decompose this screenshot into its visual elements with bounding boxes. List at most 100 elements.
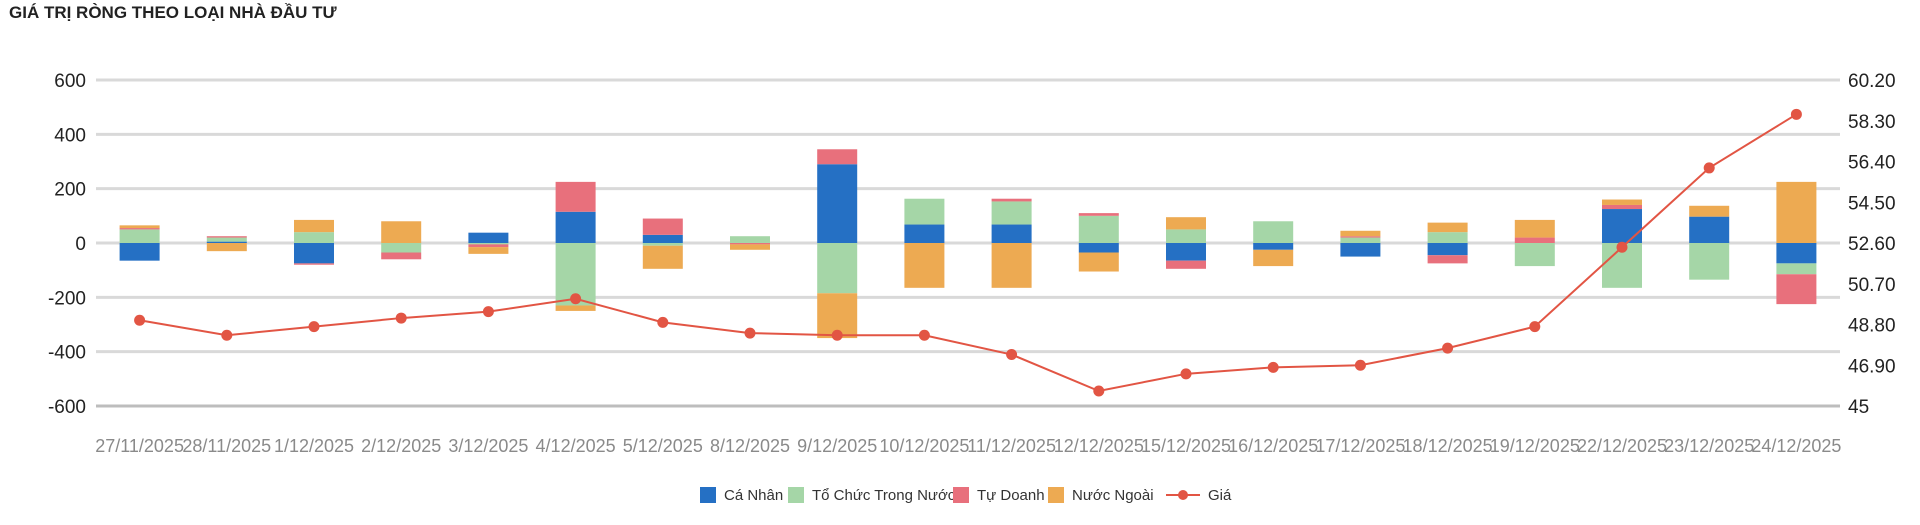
bar-segment [468, 232, 509, 243]
bar-segment [1166, 229, 1206, 243]
price-line [139, 113, 1797, 393]
bar-segment [294, 243, 334, 264]
y-tick-right: 48.80 [1848, 316, 1896, 337]
bar-segment [555, 181, 596, 212]
bar-segment [468, 244, 509, 248]
legend-label: Nước Ngoài [1072, 487, 1154, 504]
y-tick-left: -600 [48, 397, 86, 418]
x-tick: 9/12/2025 [797, 436, 877, 456]
bar-segment [1776, 263, 1817, 275]
bar-segment [1340, 243, 1381, 257]
bar-segment [1166, 260, 1206, 269]
bar-segment [555, 211, 596, 243]
legend-swatch [1048, 487, 1064, 503]
price-point [1267, 361, 1279, 373]
legend-swatch [953, 487, 969, 503]
bar-segment [1427, 232, 1468, 243]
bar-segment [1253, 243, 1294, 250]
price-point [1093, 385, 1105, 397]
price-point [1790, 108, 1802, 120]
bar-segment [991, 243, 1032, 288]
price-point [221, 329, 233, 341]
bar-segment [991, 201, 1032, 225]
bar-segment [1340, 236, 1381, 238]
bar-segment [1427, 255, 1468, 264]
price-point [482, 306, 494, 318]
bar-segment [642, 234, 683, 243]
y-tick-left: 600 [54, 71, 86, 92]
bar-segment [730, 236, 770, 243]
price-point [1703, 162, 1715, 174]
price-point [1180, 368, 1192, 380]
bar-segment [206, 241, 247, 243]
x-tick: 19/12/2025 [1490, 436, 1580, 456]
bar-segment [1166, 243, 1206, 261]
bar-segment [1514, 219, 1555, 238]
bar-segment [294, 232, 334, 243]
bar-segment [1602, 199, 1642, 205]
bar-segment [1078, 252, 1119, 272]
bar-segment [1078, 213, 1119, 216]
price-point [1529, 321, 1541, 333]
bar-segment [730, 244, 770, 250]
bar-segment [206, 236, 247, 238]
x-tick: 12/12/2025 [1054, 436, 1144, 456]
bar-segment [817, 164, 858, 243]
x-tick: 24/12/2025 [1751, 436, 1841, 456]
bar-segment [206, 237, 247, 242]
legend-label: Giá [1208, 487, 1232, 504]
y-tick-left: -400 [48, 343, 86, 364]
bar-segment [991, 224, 1032, 243]
x-tick: 10/12/2025 [879, 436, 969, 456]
price-point [1616, 241, 1628, 253]
legend-marker-dot [1178, 490, 1188, 500]
y-tick-right: 52.60 [1848, 234, 1896, 255]
x-tick: 28/11/2025 [182, 436, 271, 456]
bar-segment [1078, 215, 1119, 243]
bar-segment [1514, 243, 1555, 267]
bar-segment [642, 218, 683, 235]
bar-segment [1689, 243, 1730, 280]
bar-segment [468, 243, 509, 245]
legend-label: Cá Nhân [724, 487, 783, 504]
bar-segment [206, 243, 247, 252]
bar-segment [381, 221, 422, 243]
y-tick-right: 56.40 [1848, 153, 1896, 174]
bar-segment [904, 243, 945, 288]
x-tick: 5/12/2025 [623, 436, 703, 456]
bar-segment [1253, 221, 1294, 243]
bar-segment [555, 305, 596, 311]
x-tick: 3/12/2025 [448, 436, 528, 456]
y-tick-left: 400 [54, 125, 86, 146]
bar-segment [119, 229, 160, 243]
bar-segment [381, 243, 422, 253]
bar-segment [1689, 205, 1730, 217]
bar-segment [817, 149, 858, 165]
price-point [395, 312, 407, 324]
legend-label: Tự Doanh [977, 487, 1045, 504]
bar-segment [294, 219, 334, 233]
bar-segment [381, 252, 422, 260]
bar-segment [1340, 237, 1381, 243]
bar-segment [294, 263, 334, 265]
x-tick: 18/12/2025 [1403, 436, 1493, 456]
bar-segment [468, 247, 509, 254]
bar-segment [817, 243, 858, 294]
x-tick: 8/12/2025 [710, 436, 790, 456]
bar-segment [119, 228, 160, 230]
legend-swatch [700, 487, 716, 503]
y-tick-left: 200 [54, 180, 86, 201]
price-point [1442, 342, 1454, 354]
x-tick: 11/12/2025 [967, 436, 1056, 456]
price-point [918, 329, 930, 341]
chart-title: GIÁ TRỊ RÒNG THEO LOẠI NHÀ ĐẦU TƯ [9, 3, 337, 22]
x-tick: 27/11/2025 [95, 436, 184, 456]
bar-segment [1514, 237, 1555, 243]
x-tick: 16/12/2025 [1228, 436, 1318, 456]
bar-segment [904, 224, 945, 243]
bar-segment [730, 243, 770, 245]
bar-segment [1776, 274, 1817, 305]
y-tick-right: 54.50 [1848, 193, 1896, 214]
y-tick-right: 46.90 [1848, 356, 1896, 377]
legend-swatch [788, 487, 804, 503]
